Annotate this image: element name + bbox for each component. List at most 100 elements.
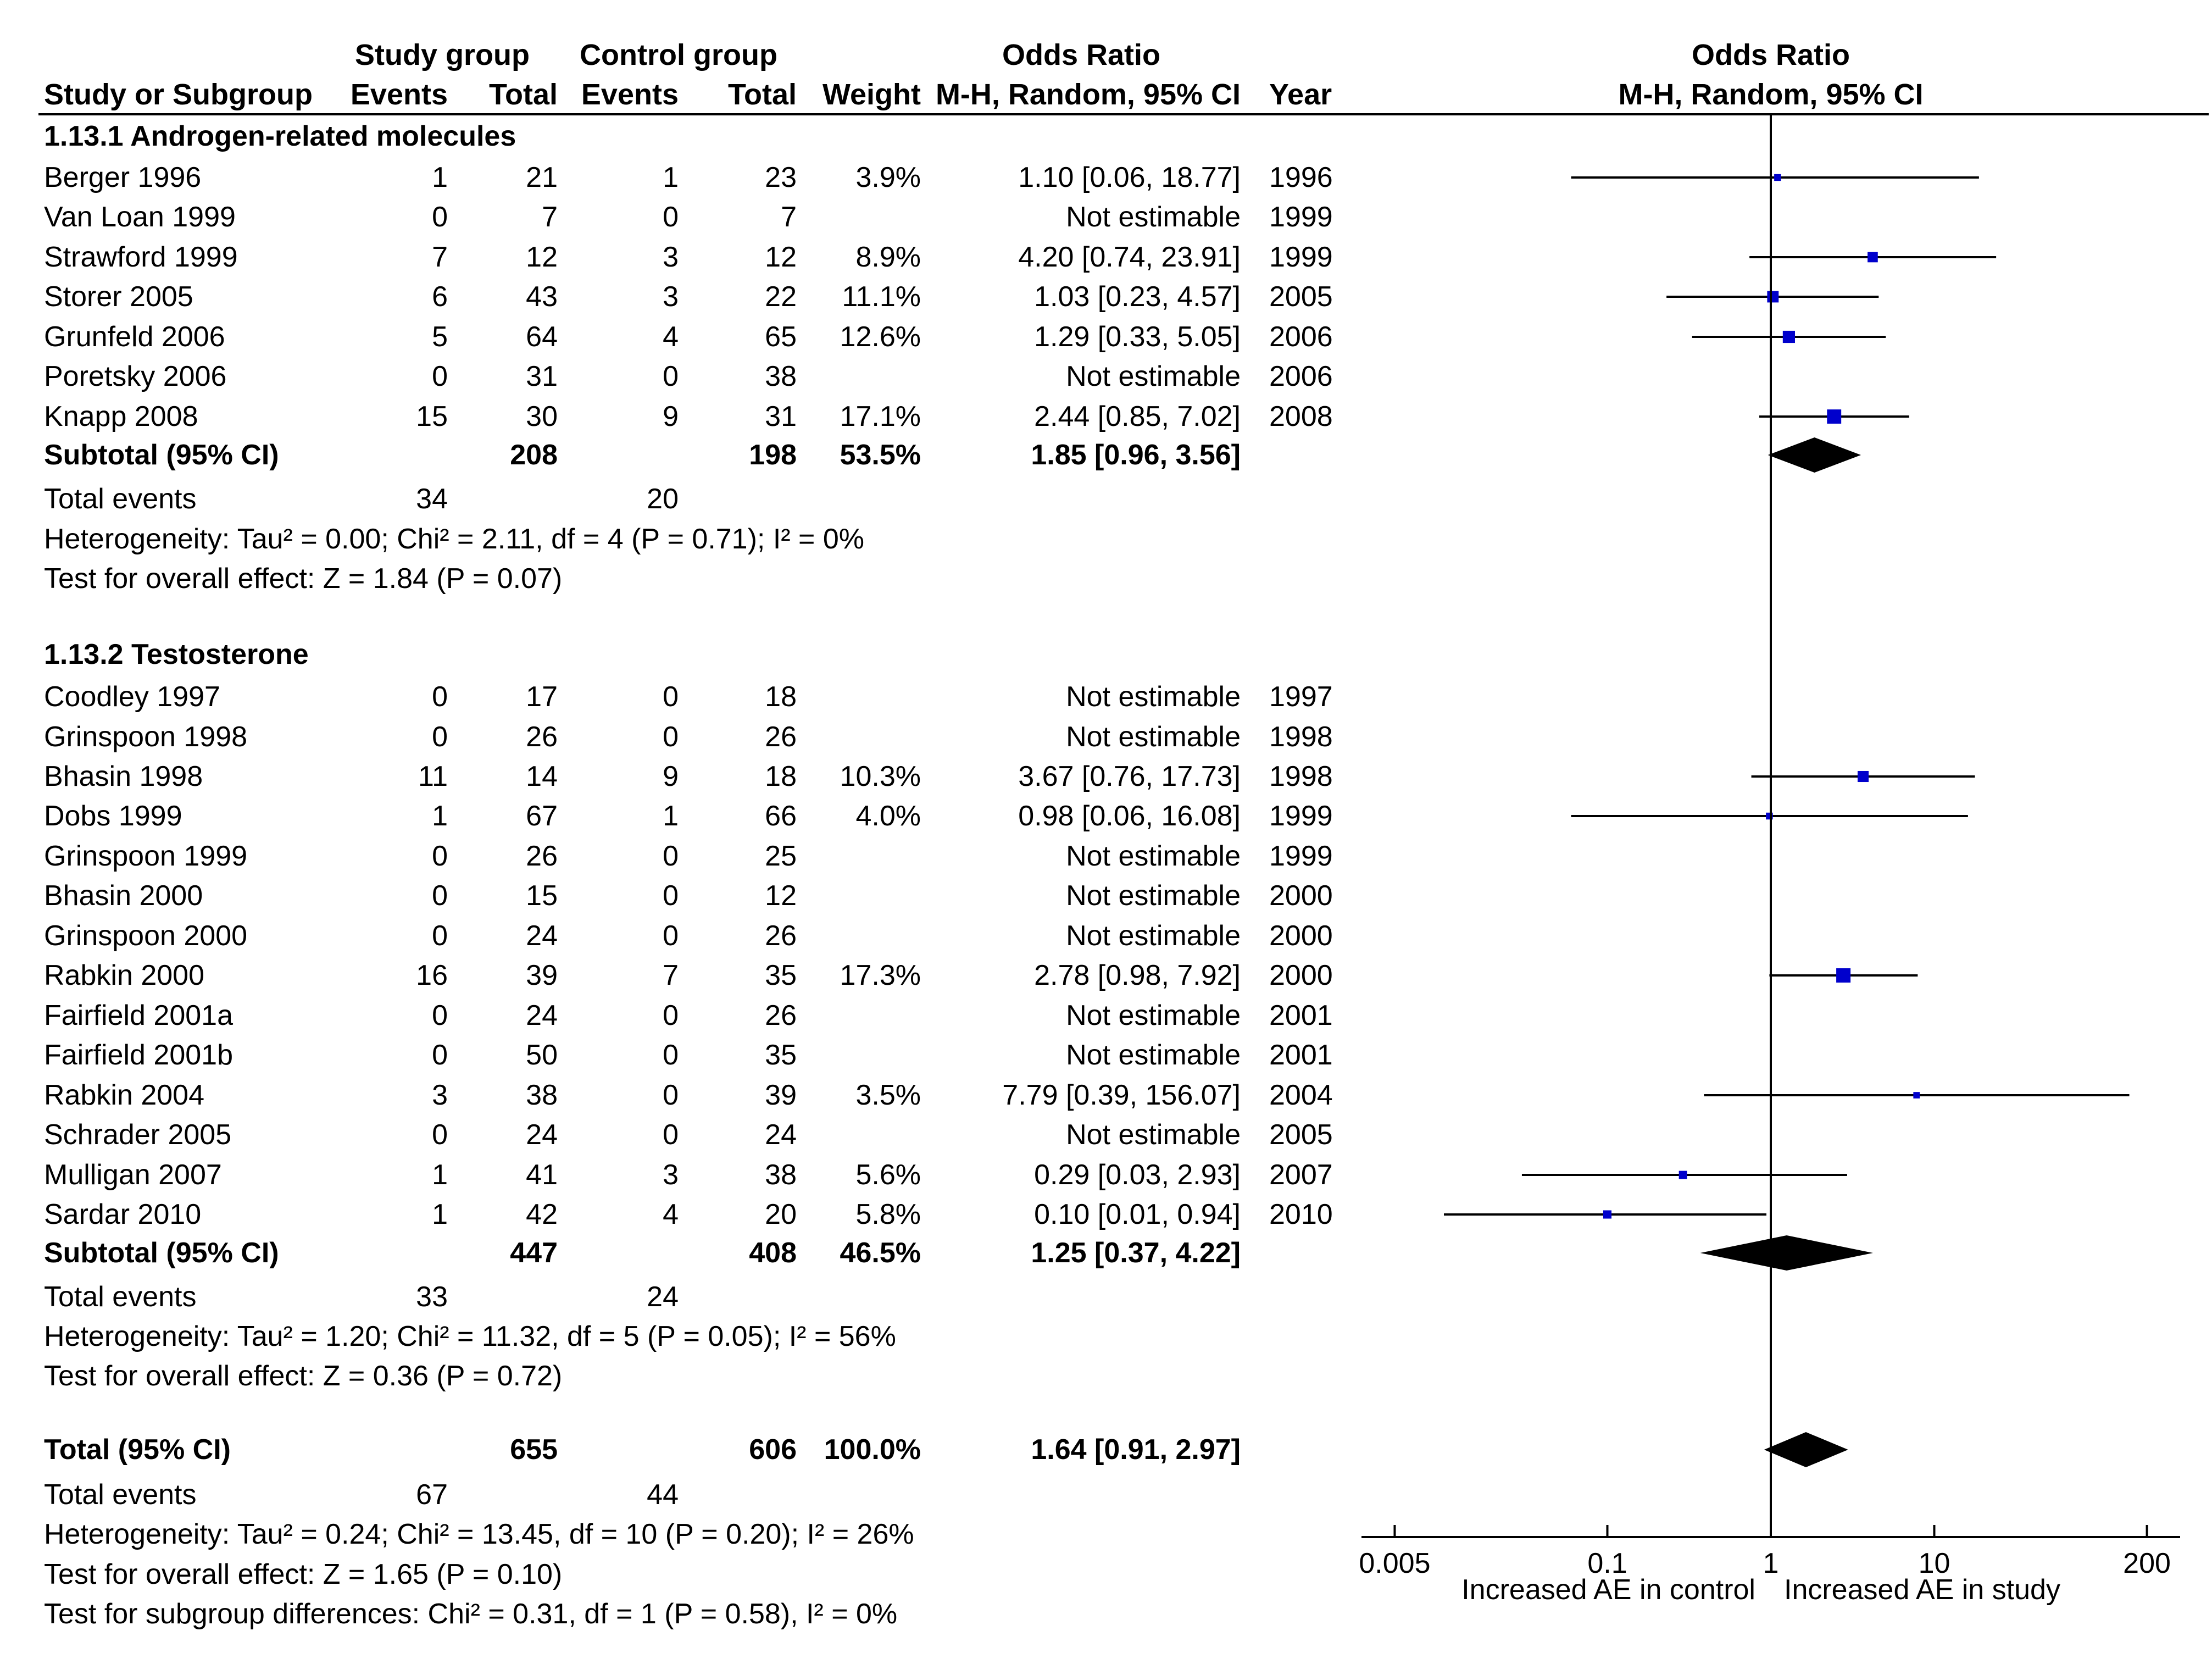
study-2-study-total: 12: [526, 241, 558, 273]
study-19-control-events: 3: [663, 1159, 679, 1191]
study-4-study-total: 64: [526, 321, 558, 353]
study-name-0: Berger 1996: [44, 162, 201, 193]
study-or-subgroup-header: Study or Subgroup: [44, 78, 313, 111]
study-5-control-total: 38: [765, 360, 797, 392]
total-events-label-1: Total events: [44, 483, 197, 515]
study-17-control-events: 0: [663, 1079, 679, 1111]
study-6-study-total: 30: [526, 401, 558, 432]
overall-total-events-label: Total events: [44, 1479, 197, 1511]
total-study-total: 655: [510, 1434, 558, 1466]
study-15-study-total: 24: [526, 1000, 558, 1031]
subtotal-weight-1: 53.5%: [840, 439, 921, 471]
study-name-8: Grinspoon 1998: [44, 721, 247, 753]
overall-total-events-study: 67: [416, 1479, 448, 1511]
overall-effect-1: Test for overall effect: Z = 1.84 (P = 0…: [44, 563, 562, 595]
study-8-odds-ratio-ci: Not estimable: [1066, 721, 1241, 753]
study-11-control-events: 0: [663, 840, 679, 872]
control-total-header: Total: [728, 78, 797, 111]
study-year-10: 1999: [1269, 800, 1333, 832]
subgroup-differences: Test for subgroup differences: Chi² = 0.…: [44, 1598, 897, 1630]
study-1-control-events: 0: [663, 201, 679, 233]
study-0-control-total: 23: [765, 162, 797, 193]
total-events-study-2: 33: [416, 1281, 448, 1313]
plot-method-header: M-H, Random, 95% CI: [1618, 78, 1923, 111]
study-year-15: 2001: [1269, 1000, 1333, 1031]
study-9-control-events: 9: [663, 761, 679, 792]
study-0-study-total: 21: [526, 162, 558, 193]
study-20-odds-ratio-ci: 0.10 [0.01, 0.94]: [1034, 1199, 1241, 1230]
study-11-study-total: 26: [526, 840, 558, 872]
study-7-control-events: 0: [663, 681, 679, 713]
study-2-weight: 8.9%: [855, 241, 921, 273]
study-16-study-total: 50: [526, 1039, 558, 1071]
study-name-5: Poretsky 2006: [44, 360, 226, 392]
study-4-odds-ratio-ci: 1.29 [0.33, 5.05]: [1034, 321, 1241, 353]
study-1-study-total: 7: [542, 201, 558, 233]
study-0-weight: 3.9%: [855, 162, 921, 193]
study-10-study-total: 67: [526, 800, 558, 832]
study-10-control-total: 66: [765, 800, 797, 832]
study-year-8: 1998: [1269, 721, 1333, 753]
point-marker-0: [1774, 174, 1781, 181]
total-ci: 1.64 [0.91, 2.97]: [1031, 1434, 1241, 1466]
total-events-study-1: 34: [416, 483, 448, 515]
study-9-weight: 10.3%: [840, 761, 921, 792]
point-marker-14: [1836, 968, 1851, 983]
study-18-study-events: 0: [432, 1119, 448, 1151]
study-year-19: 2007: [1269, 1159, 1333, 1191]
study-2-odds-ratio-ci: 4.20 [0.74, 23.91]: [1018, 241, 1241, 273]
study-15-control-events: 0: [663, 1000, 679, 1031]
study-17-weight: 3.5%: [855, 1079, 921, 1111]
study-16-odds-ratio-ci: Not estimable: [1066, 1039, 1241, 1071]
study-6-weight: 17.1%: [840, 401, 921, 432]
study-year-7: 1997: [1269, 681, 1333, 713]
study-events-header: Events: [351, 78, 448, 111]
study-group-header: Study group: [355, 38, 530, 71]
study-12-study-events: 0: [432, 880, 448, 912]
study-3-control-events: 3: [663, 281, 679, 313]
study-year-0: 1996: [1269, 162, 1333, 193]
study-1-study-events: 0: [432, 201, 448, 233]
study-year-9: 1998: [1269, 761, 1333, 792]
study-year-17: 2004: [1269, 1079, 1333, 1111]
subtotal-ci-1: 1.85 [0.96, 3.56]: [1031, 439, 1241, 471]
study-3-odds-ratio-ci: 1.03 [0.23, 4.57]: [1034, 281, 1241, 313]
study-name-16: Fairfield 2001b: [44, 1039, 233, 1071]
study-year-1: 1999: [1269, 201, 1333, 233]
study-11-study-events: 0: [432, 840, 448, 872]
study-3-study-total: 43: [526, 281, 558, 313]
study-18-control-events: 0: [663, 1119, 679, 1151]
study-name-11: Grinspoon 1999: [44, 840, 247, 872]
study-17-study-events: 3: [432, 1079, 448, 1111]
study-7-odds-ratio-ci: Not estimable: [1066, 681, 1241, 713]
study-8-study-events: 0: [432, 721, 448, 753]
study-12-control-events: 0: [663, 880, 679, 912]
x-tick-label-2: 1: [1763, 1547, 1779, 1579]
study-17-odds-ratio-ci: 7.79 [0.39, 156.07]: [1002, 1079, 1241, 1111]
study-6-study-events: 15: [416, 401, 448, 432]
study-2-control-events: 3: [663, 241, 679, 273]
study-4-weight: 12.6%: [840, 321, 921, 353]
study-19-control-total: 38: [765, 1159, 797, 1191]
subgroup-title-2: 1.13.2 Testosterone: [44, 639, 309, 670]
control-events-header: Events: [581, 78, 679, 111]
study-year-12: 2000: [1269, 880, 1333, 912]
study-0-odds-ratio-ci: 1.10 [0.06, 18.77]: [1018, 162, 1241, 193]
study-6-control-total: 31: [765, 401, 797, 432]
study-name-12: Bhasin 2000: [44, 880, 203, 912]
study-2-control-total: 12: [765, 241, 797, 273]
total-control-total: 606: [749, 1434, 797, 1466]
study-15-study-events: 0: [432, 1000, 448, 1031]
study-4-control-events: 4: [663, 321, 679, 353]
study-17-study-total: 38: [526, 1079, 558, 1111]
study-7-study-events: 0: [432, 681, 448, 713]
study-15-odds-ratio-ci: Not estimable: [1066, 1000, 1241, 1031]
study-17-control-total: 39: [765, 1079, 797, 1111]
point-marker-20: [1603, 1210, 1612, 1219]
point-marker-6: [1827, 409, 1842, 424]
study-9-control-total: 18: [765, 761, 797, 792]
x-tick-label-3: 10: [1919, 1547, 1950, 1579]
x-axis-label-left: Increased AE in control: [1461, 1574, 1755, 1606]
study-16-control-events: 0: [663, 1039, 679, 1071]
overall-total-events-control: 44: [647, 1479, 679, 1511]
